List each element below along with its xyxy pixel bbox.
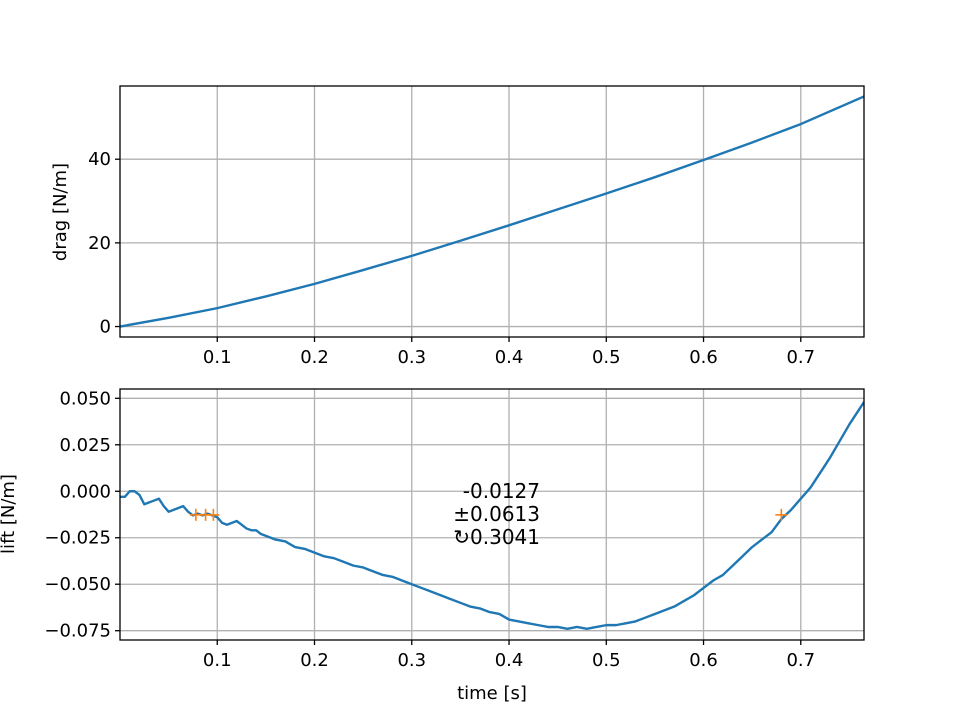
drag-ytick-label: 20 xyxy=(88,233,111,254)
lift-xtick-label: 0.5 xyxy=(592,650,621,671)
lift-xtick-label: 0.2 xyxy=(300,650,329,671)
lift-ytick-label: 0.050 xyxy=(59,388,111,409)
lift-xtick-label: 0.1 xyxy=(203,650,232,671)
drag-xtick-label: 0.3 xyxy=(397,347,426,368)
lift-ytick-label: −0.075 xyxy=(44,621,111,642)
lift-xtick-label: 0.7 xyxy=(786,650,815,671)
lift-marker-point xyxy=(775,508,788,521)
drag-xtick-label: 0.6 xyxy=(689,347,718,368)
drag-xtick-label: 0.7 xyxy=(786,347,815,368)
lift-ytick-label: 0.000 xyxy=(59,481,111,502)
lift-xtick-label: 0.3 xyxy=(397,650,426,671)
lift-xlabel: time [s] xyxy=(457,683,527,704)
lift-plot-frame xyxy=(119,388,865,641)
drag-xtick-label: 0.2 xyxy=(300,347,329,368)
drag-plot-frame xyxy=(119,85,865,338)
drag-ytick-label: 0 xyxy=(100,317,111,338)
drag-ylabel: drag [N/m] xyxy=(50,163,71,261)
drag-grid xyxy=(120,86,864,337)
drag-xtick-label: 0.4 xyxy=(495,347,524,368)
lift-ytick-label: 0.025 xyxy=(59,435,111,456)
stats-annotation-std: ±0.0613 xyxy=(453,502,540,526)
lift-ytick-label: −0.025 xyxy=(44,528,111,549)
stats-annotation-period: ↻0.3041 xyxy=(453,525,540,549)
lift-subplot: 0.1 0.2 0.3 0.4 0.5 0.6 0.7 0.050 0.025 0.000 −0.0… xyxy=(0,388,865,704)
drag-xtick-label: 0.1 xyxy=(203,347,232,368)
lift-series xyxy=(120,401,864,631)
drag-series xyxy=(120,95,864,328)
drag-ytick-label: 40 xyxy=(88,149,111,170)
drag-series-line xyxy=(120,95,864,328)
stats-annotation-mean: -0.0127 xyxy=(463,479,540,503)
drag-subplot: 0.1 0.2 0.3 0.4 0.5 0.6 0.7 0 20 40 drag [N/m] xyxy=(50,85,865,368)
lift-ticks: 0.1 0.2 0.3 0.4 0.5 0.6 0.7 0.050 0.025 0.000 −0.0… xyxy=(44,388,815,671)
lift-xtick-label: 0.6 xyxy=(689,650,718,671)
lift-ytick-label: −0.050 xyxy=(44,574,111,595)
lift-xtick-label: 0.4 xyxy=(495,650,524,671)
drag-ticks: 0.1 0.2 0.3 0.4 0.5 0.6 0.7 0 20 40 xyxy=(88,149,815,368)
lift-grid xyxy=(120,389,864,640)
drag-xtick-label: 0.5 xyxy=(592,347,621,368)
lift-marker-point xyxy=(207,508,220,521)
lift-ylabel: lift [N/m] xyxy=(0,474,19,554)
